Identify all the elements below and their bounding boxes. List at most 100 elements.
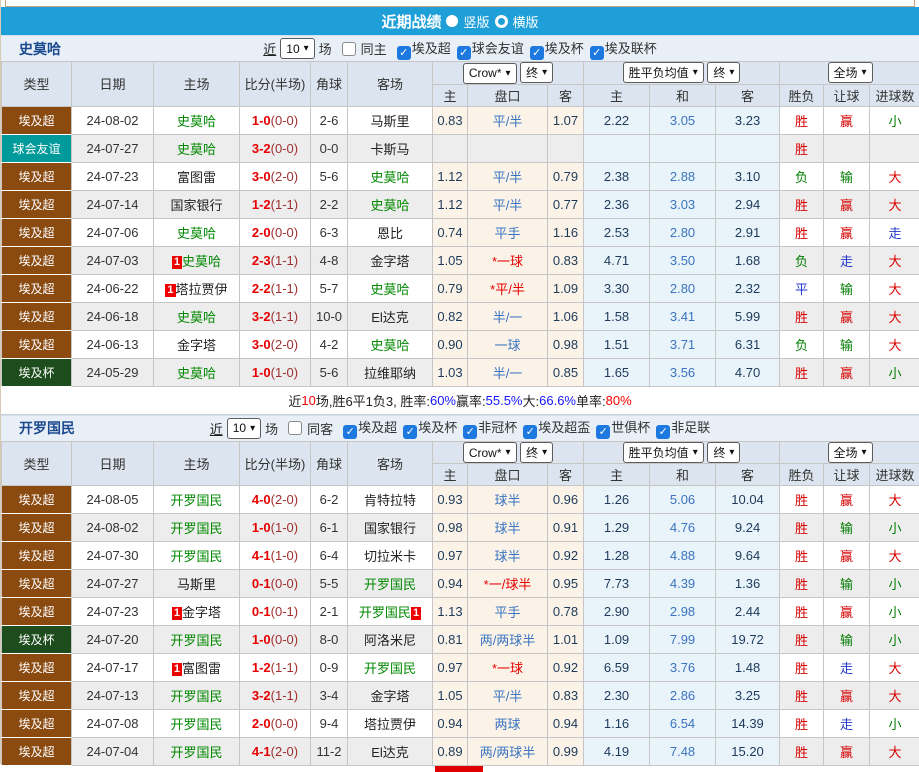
near-link[interactable]: 近	[210, 419, 223, 438]
col-away: 客场	[348, 441, 433, 486]
league-checkbox[interactable]: ✓	[590, 46, 604, 60]
goals-result-cell: 大	[870, 542, 919, 570]
handicap-cell: 平手	[468, 218, 548, 246]
league-cell: 埃及杯	[2, 626, 72, 654]
handicap-result-cell: 赢	[824, 358, 870, 386]
bookmaker-select[interactable]: Crow*▾	[463, 63, 517, 84]
home-team-cell: 金字塔	[154, 330, 240, 358]
handicap-cell: *平/半	[468, 274, 548, 302]
away-team-name: 切拉米卡	[364, 549, 416, 564]
result-cell: 胜	[780, 542, 824, 570]
odds-away-cell: 0.92	[548, 542, 584, 570]
horizontal-layout-radio[interactable]	[495, 15, 508, 28]
date-cell: 24-07-03	[72, 246, 154, 274]
match-count-select[interactable]: 10▾	[280, 38, 314, 59]
col-odds-home: 主	[433, 84, 468, 106]
date-cell: 24-07-13	[72, 682, 154, 710]
league-checkbox[interactable]: ✓	[656, 425, 670, 439]
avg-draw-cell: 3.50	[650, 246, 716, 274]
corner-cell: 5-6	[311, 358, 348, 386]
odds-home-cell: 0.93	[433, 486, 468, 514]
goals-result-cell: 大	[870, 738, 919, 766]
league-cell: 埃及超	[2, 514, 72, 542]
handicap-result-cell	[824, 134, 870, 162]
goals-result-cell: 小	[870, 358, 919, 386]
league-checkbox[interactable]: ✓	[463, 425, 477, 439]
league-checkbox[interactable]: ✓	[343, 425, 357, 439]
odds-away-cell: 0.96	[548, 486, 584, 514]
col-avg-home: 主	[584, 84, 650, 106]
fulltime-select[interactable]: 全场▾	[828, 442, 873, 463]
halftime-score: (1-1)	[271, 309, 298, 324]
corner-cell: 6-1	[311, 514, 348, 542]
fulltime-score: 3-0	[252, 169, 271, 184]
odds-away-cell: 1.06	[548, 302, 584, 330]
away-team-cell: 马斯里	[348, 106, 433, 134]
away-team-name: 金字塔	[370, 689, 409, 704]
handicap-result-cell: 赢	[824, 598, 870, 626]
chevron-down-icon: ▾	[542, 67, 547, 78]
col-home: 主场	[154, 441, 240, 486]
odds-away-cell: 1.09	[548, 274, 584, 302]
fulltime-score: 3-0	[252, 337, 271, 352]
avg-odds-select[interactable]: 胜平负均值▾	[623, 442, 704, 463]
result-cell: 胜	[780, 134, 824, 162]
handicap-result-cell: 走	[824, 654, 870, 682]
avg-away-cell: 2.44	[716, 598, 780, 626]
avg-stage-select[interactable]: 终▾	[707, 442, 740, 463]
goals-result-cell: 大	[870, 682, 919, 710]
league-checkbox[interactable]: ✓	[530, 46, 544, 60]
avg-draw-cell: 3.71	[650, 330, 716, 358]
avg-odds-select[interactable]: 胜平负均值▾	[623, 62, 704, 83]
score-cell: 3-2(1-1)	[240, 302, 311, 330]
avg-draw-cell: 5.06	[650, 486, 716, 514]
vertical-layout-radio[interactable]	[446, 15, 458, 27]
match-count-select[interactable]: 10▾	[227, 418, 261, 439]
avg-draw-cell: 4.88	[650, 542, 716, 570]
handicap-cell: 球半	[468, 542, 548, 570]
avg-away-cell: 15.20	[716, 738, 780, 766]
red-highlight-bar	[435, 766, 483, 772]
handicap-result-cell: 输	[824, 162, 870, 190]
near-link[interactable]: 近	[263, 39, 276, 58]
avg-away-cell: 1.68	[716, 246, 780, 274]
away-team-cell: 肯特拉特	[348, 486, 433, 514]
league-checkbox[interactable]: ✓	[457, 46, 471, 60]
fulltime-select[interactable]: 全场▾	[828, 62, 873, 83]
halftime-score: (0-0)	[271, 225, 298, 240]
red-card-badge: 1	[172, 256, 182, 269]
home-team-name: 开罗国民	[170, 717, 222, 732]
home-team-cell: 开罗国民	[154, 514, 240, 542]
league-checkbox[interactable]: ✓	[523, 425, 537, 439]
league-checkbox[interactable]: ✓	[403, 425, 417, 439]
odds-away-cell: 1.01	[548, 626, 584, 654]
chevron-down-icon: ▾	[693, 447, 698, 458]
col-avg-draw: 和	[650, 84, 716, 106]
league-checkbox[interactable]: ✓	[397, 46, 411, 60]
col-odds-away: 客	[548, 464, 584, 486]
col-type: 类型	[2, 62, 72, 107]
chevron-down-icon: ▾	[505, 68, 510, 79]
unit-label: 场	[319, 39, 332, 58]
horizontal-layout-label: 横版	[513, 12, 539, 31]
same-venue-checkbox[interactable]	[342, 42, 356, 56]
avg-home-cell: 7.73	[584, 570, 650, 598]
same-venue-checkbox[interactable]	[288, 421, 302, 435]
date-cell: 24-07-27	[72, 134, 154, 162]
odds-away-cell: 0.83	[548, 246, 584, 274]
league-checkbox[interactable]: ✓	[596, 425, 610, 439]
avg-stage-select[interactable]: 终▾	[707, 62, 740, 83]
corner-cell: 5-7	[311, 274, 348, 302]
halftime-score: (2-0)	[271, 169, 298, 184]
red-card-badge: 1	[411, 607, 421, 620]
team1-matches-table: 类型 日期 主场 比分(半场) 角球 客场 Crow*▾ 终▾ 胜平负均值▾ 终…	[1, 61, 919, 387]
odds-stage-select[interactable]: 终▾	[520, 62, 553, 83]
odds-stage-select[interactable]: 终▾	[520, 442, 553, 463]
home-team-name: 史莫哈	[182, 254, 221, 269]
score-cell: 1-2(1-1)	[240, 654, 311, 682]
home-team-name: 马斯里	[177, 577, 216, 592]
bookmaker-select[interactable]: Crow*▾	[463, 442, 517, 463]
